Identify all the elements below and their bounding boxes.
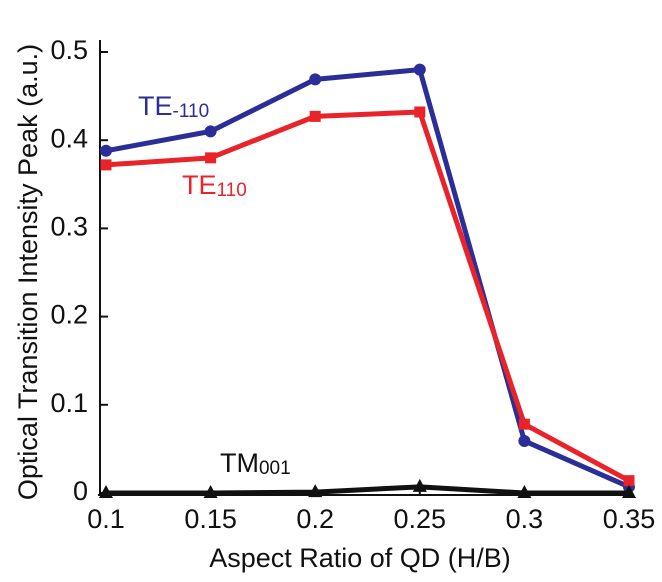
series-label: TM001 [220, 448, 291, 479]
y-axis-label: Optical Transition Intensity Peak (a.u.) [13, 44, 43, 500]
x-axis-label: Aspect Ratio of QD (H/B) [209, 543, 511, 573]
marker [414, 106, 426, 118]
marker [309, 110, 321, 122]
marker [100, 159, 112, 171]
marker [518, 434, 531, 447]
x-tick-label: 0.35 [603, 504, 656, 534]
marker [203, 485, 218, 498]
y-tick-label: 0 [73, 476, 88, 506]
y-tick-label: 0.1 [50, 388, 88, 418]
y-tick-label: 0.5 [50, 35, 88, 65]
x-tick-label: 0.3 [506, 504, 544, 534]
marker [309, 73, 322, 86]
series-label: TE-110 [138, 91, 209, 122]
marker [412, 478, 427, 492]
series-line [105, 67, 631, 490]
marker [413, 63, 426, 76]
marker [622, 485, 636, 498]
x-tick-label: 0.2 [296, 504, 334, 534]
x-tick-label: 0.1 [87, 504, 125, 534]
y-tick-label: 0.2 [50, 300, 88, 330]
series-line [105, 109, 631, 483]
marker [623, 475, 635, 487]
marker [518, 418, 530, 430]
series-line [106, 484, 629, 496]
y-tick-label: 0.4 [50, 123, 88, 153]
series-label: TE110 [182, 170, 247, 201]
marker [99, 485, 113, 498]
marker [517, 485, 532, 498]
marker [100, 144, 112, 157]
y-tick-label: 0.3 [50, 212, 88, 242]
x-tick-label: 0.25 [394, 504, 447, 534]
marker [205, 152, 217, 164]
x-tick-label: 0.15 [184, 504, 237, 534]
marker [308, 484, 323, 498]
marker [204, 125, 217, 138]
